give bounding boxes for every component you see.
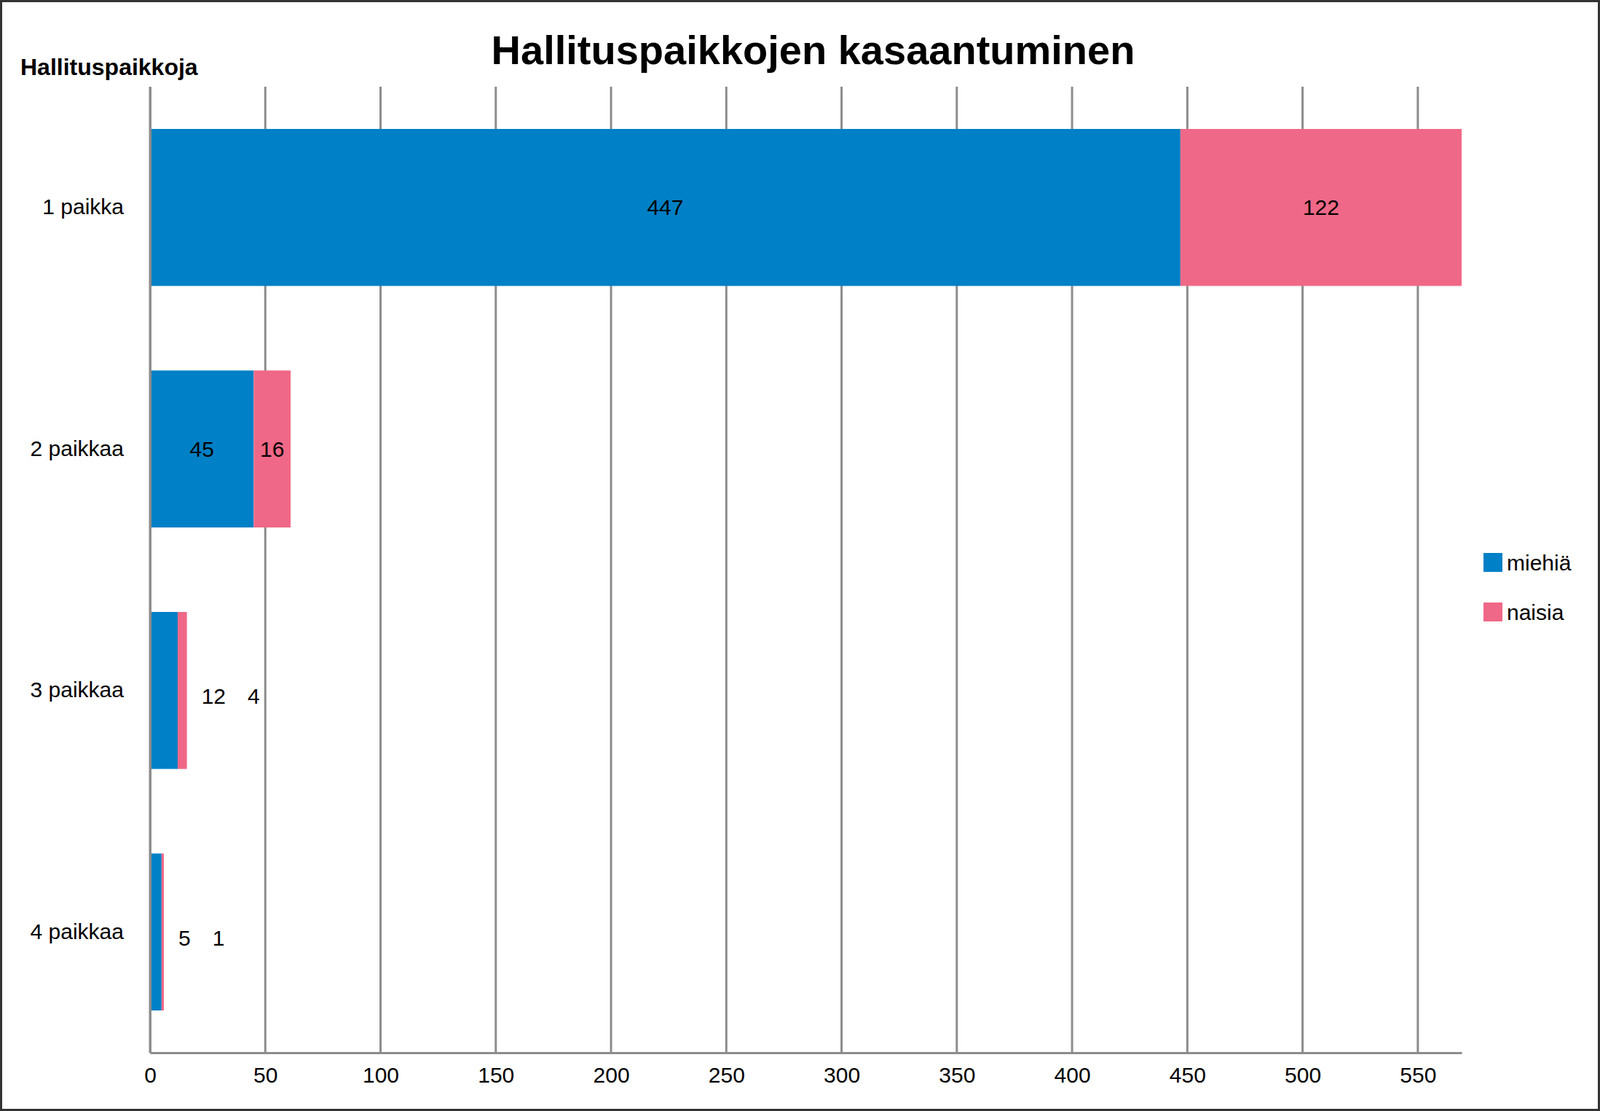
x-tick: 250 xyxy=(708,1052,746,1087)
x-tick: 150 xyxy=(477,1052,515,1087)
bars xyxy=(150,128,1462,1011)
bar-segment xyxy=(253,370,291,528)
bar-segment xyxy=(150,611,178,769)
x-tick-label: 200 xyxy=(593,1062,630,1087)
y-axis-title: Hallituspaikkoja xyxy=(20,53,199,81)
x-axis-line xyxy=(150,1051,1463,1054)
x-tick-label: 400 xyxy=(1054,1062,1091,1087)
x-axis: 0 50 100 150 200 250 300 350 400 450 500 550 xyxy=(144,1052,1462,1087)
data-label: 45 xyxy=(190,436,215,461)
grid-line xyxy=(149,86,152,1053)
data-label: 122 xyxy=(1302,195,1340,220)
legend-swatch xyxy=(1483,552,1503,572)
chart: 0 50 100 150 200 250 300 350 400 450 500 550 1 paikk… xyxy=(0,0,1600,1111)
legend-label: naisia xyxy=(1506,600,1565,625)
x-tick: 100 xyxy=(362,1052,400,1087)
x-tick: 50 xyxy=(253,1052,278,1087)
x-tick-label: 0 xyxy=(144,1062,157,1087)
legend-item: miehiä xyxy=(1483,550,1572,575)
title: Hallituspaikkojen kasaantuminen xyxy=(491,26,1136,73)
x-tick: 300 xyxy=(823,1052,861,1087)
bar-segment xyxy=(150,853,162,1011)
data-label: 4 xyxy=(247,683,260,708)
x-tick-label: 350 xyxy=(938,1062,976,1087)
x-tick: 350 xyxy=(938,1052,976,1087)
data-labels: 447122451612451 xyxy=(178,195,1340,950)
y-tick-label: 2 paikkaa xyxy=(30,436,125,461)
y-tick: 1 paikka xyxy=(42,194,151,219)
y-axis-line xyxy=(149,87,152,1054)
bar-segment xyxy=(150,370,254,528)
x-tick-label: 250 xyxy=(708,1062,746,1087)
data-label: 5 xyxy=(178,925,191,950)
plot: 0 50 100 150 200 250 300 350 400 450 500 550 1 paikk… xyxy=(30,86,1463,1087)
x-tick-label: 550 xyxy=(1399,1062,1437,1087)
data-label: 447 xyxy=(646,195,684,220)
bar-segment xyxy=(1180,128,1462,286)
data-label: 1 xyxy=(212,925,226,950)
frame xyxy=(1,1,1600,1110)
x-tick: 0 xyxy=(144,1052,157,1087)
y-tick-label: 4 paikkaa xyxy=(30,919,125,944)
data-label: 16 xyxy=(259,436,285,461)
y-tick: 3 paikkaa xyxy=(30,677,151,702)
x-tick-label: 300 xyxy=(823,1062,861,1087)
y-axis: 1 paikka 2 paikkaa 3 paikkaa 4 paikkaa xyxy=(30,87,151,1054)
x-tick-label: 500 xyxy=(1284,1062,1322,1087)
legend-label: miehiä xyxy=(1506,550,1572,575)
x-tick: 400 xyxy=(1054,1052,1091,1087)
y-tick: 4 paikkaa xyxy=(30,919,151,944)
y-tick-label: 3 paikkaa xyxy=(30,677,125,702)
data-label: 12 xyxy=(201,683,226,708)
bar-segment xyxy=(150,128,1181,286)
legend: miehiä naisia xyxy=(1483,550,1572,625)
x-tick-label: 450 xyxy=(1169,1062,1207,1087)
bar-segment xyxy=(177,611,188,769)
y-tick: 2 paikkaa xyxy=(30,436,151,461)
x-tick: 500 xyxy=(1284,1052,1322,1087)
x-tick-label: 150 xyxy=(477,1062,515,1087)
x-tick: 450 xyxy=(1169,1052,1207,1087)
legend-item: naisia xyxy=(1483,600,1565,625)
legend-swatch xyxy=(1483,602,1503,622)
x-tick: 550 xyxy=(1399,1052,1437,1087)
x-tick-label: 100 xyxy=(362,1062,400,1087)
bar-segment xyxy=(161,853,164,1011)
x-tick-label: 50 xyxy=(253,1062,278,1087)
y-tick-label: 1 paikka xyxy=(42,194,124,219)
x-tick: 200 xyxy=(593,1052,630,1087)
